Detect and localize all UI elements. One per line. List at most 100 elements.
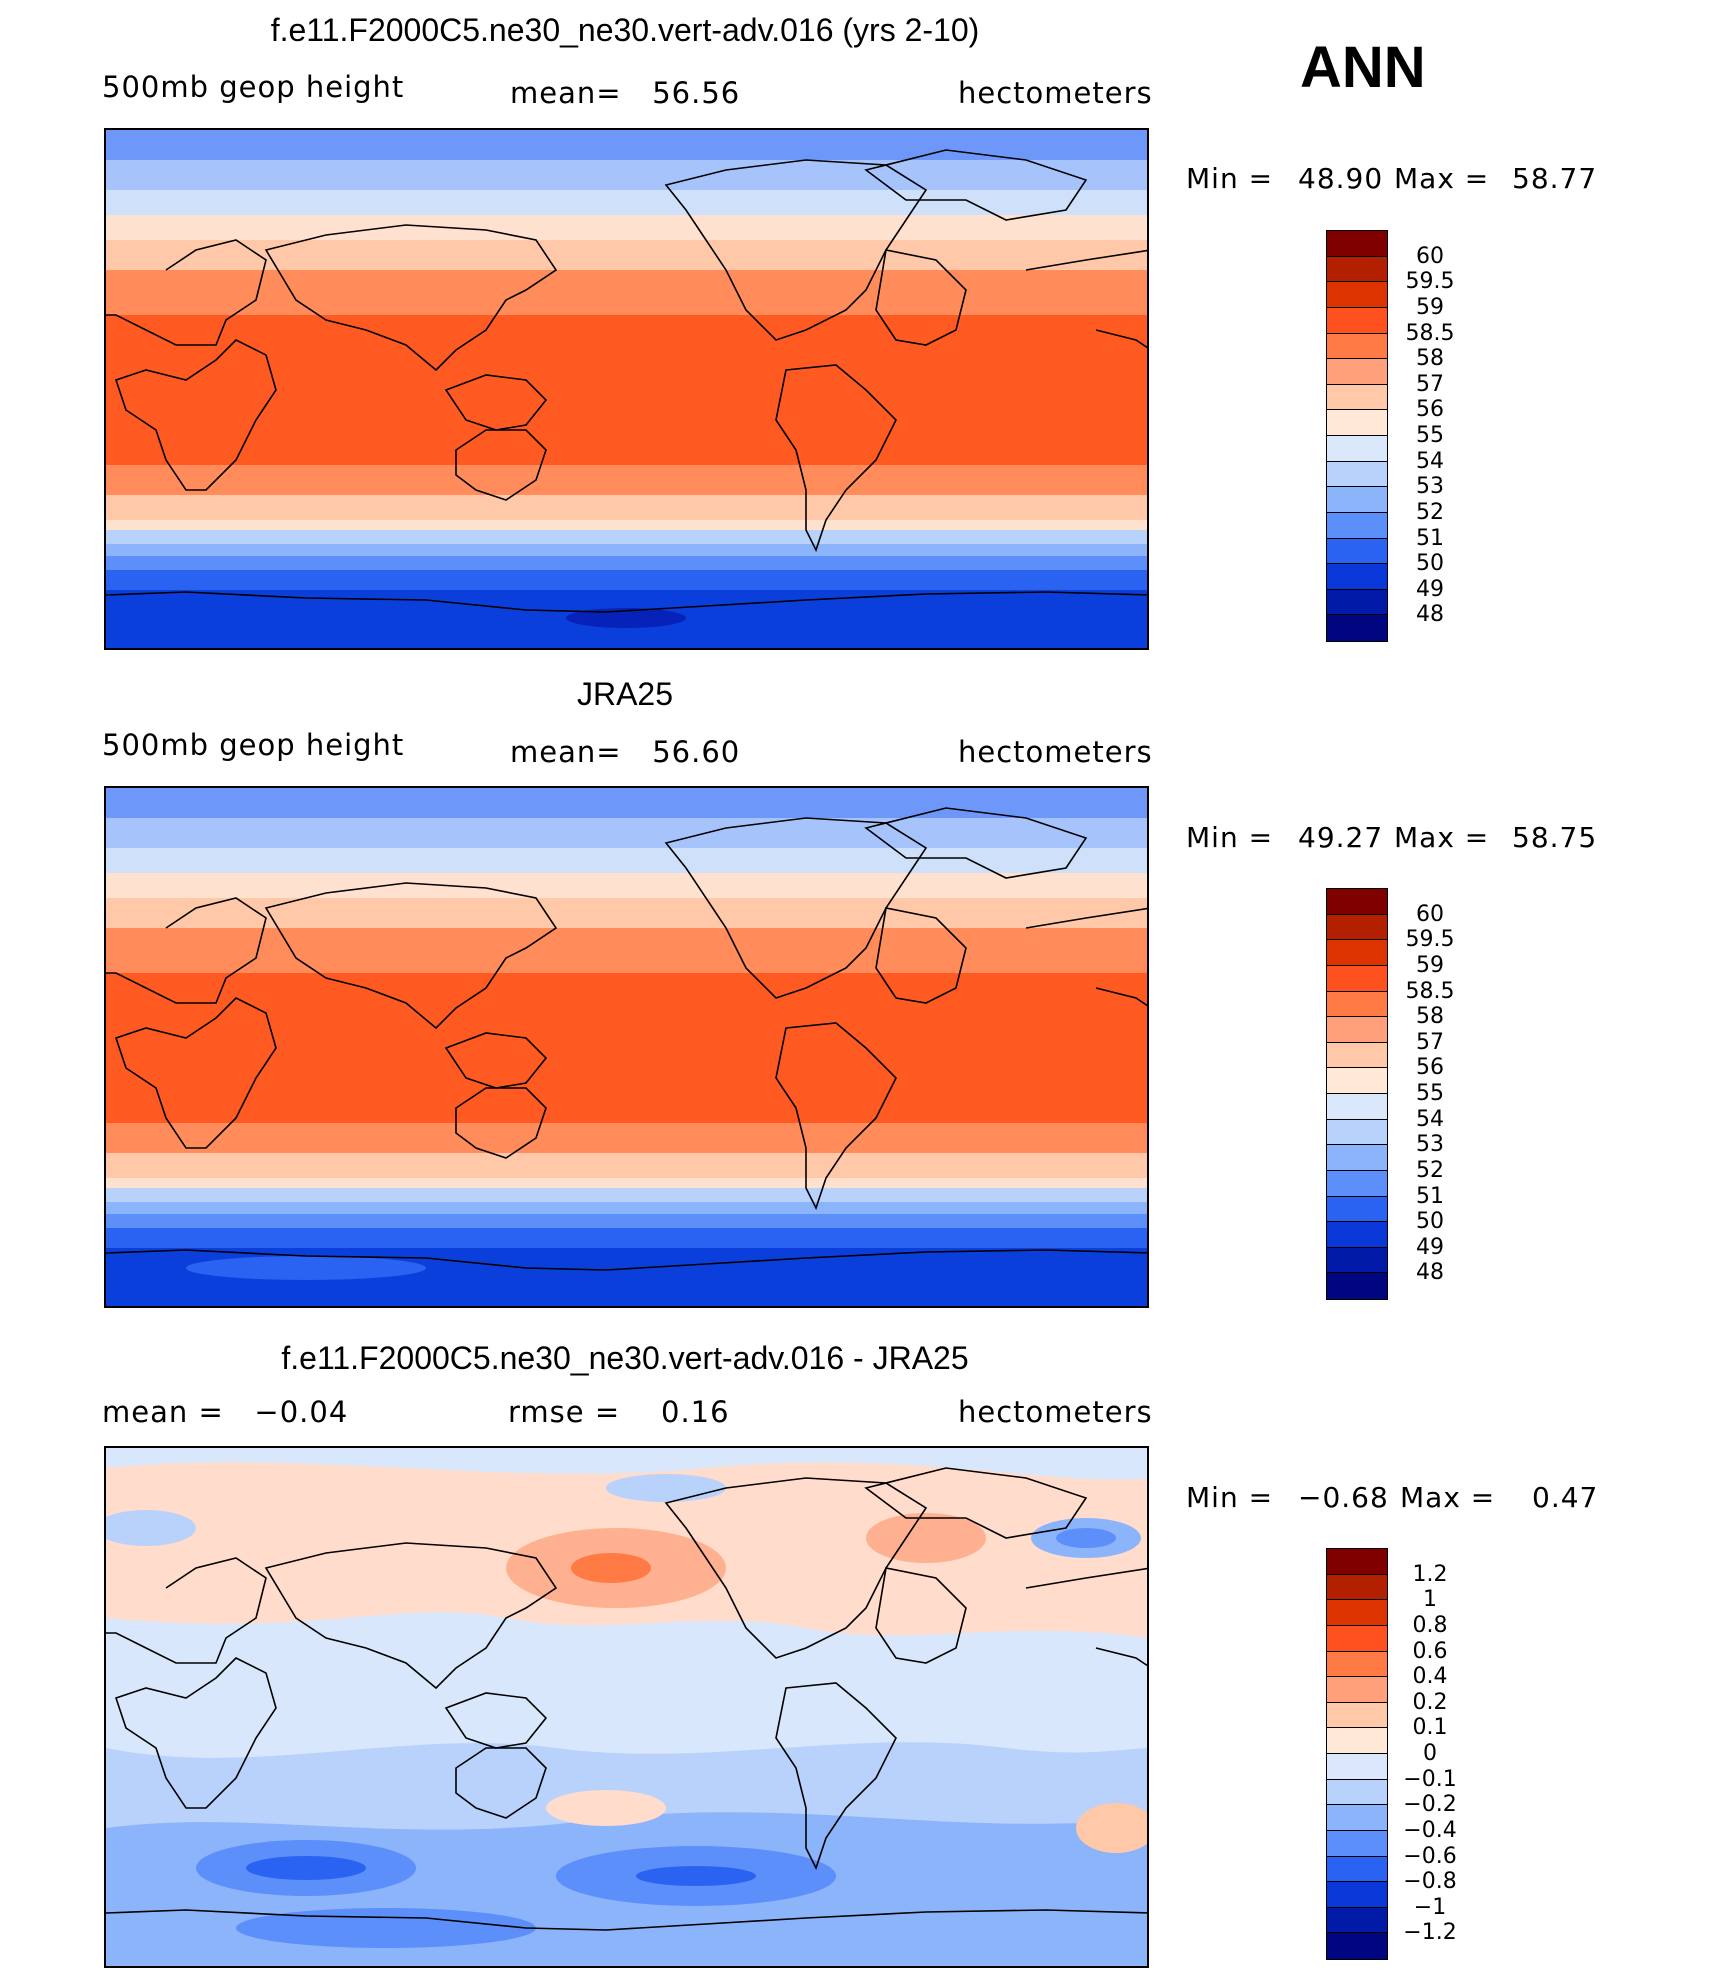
colorbar-tick-label: 60 [1416,901,1444,927]
panel-1-title: f.e11.F2000C5.ne30_ne30.vert-adv.016 (yr… [270,12,980,48]
colorbar-tick-label: 49 [1416,1234,1444,1260]
colorbar-tick-label: 0.6 [1412,1638,1448,1664]
colorbar-swatch [1327,1574,1387,1601]
colorbar-tick-label: 60 [1416,243,1444,269]
colorbar-tick-label: −1.2 [1403,1920,1457,1946]
colorbar-swatch [1327,1094,1387,1120]
colorbar-tick-label: 59 [1416,294,1444,320]
panel-3-min-label: Min = [1186,1481,1274,1514]
panel-1-units-label: hectometers [958,76,1153,110]
panel-3-max-value: 0.47 [1532,1481,1599,1514]
colorbar-swatch [1327,1042,1387,1069]
colorbar-tick-label: 51 [1416,525,1444,551]
panel-1-map [104,128,1149,650]
colorbar-swatch [1327,1830,1387,1857]
colorbar-swatch [1327,256,1387,283]
colorbar-tick-label: 51 [1416,1183,1444,1209]
panel-1-max-value: 58.77 [1512,162,1598,195]
colorbar-tick-label: 48 [1416,1260,1444,1286]
colorbar-tick-label: 53 [1416,1132,1444,1158]
colorbar-tick-label: 0.1 [1412,1715,1448,1741]
colorbar-tick-label: 50 [1416,1209,1444,1235]
colorbar-swatch [1327,1600,1387,1626]
panel-3-min-value: −0.68 [1298,1481,1389,1514]
panel-3-rmse-label: rmse = 0.16 [508,1395,730,1429]
colorbar-swatch [1327,512,1387,539]
panel-3-mean-label: mean = −0.04 [102,1395,349,1429]
panel-2-variable-label: 500mb geop height [102,728,405,762]
colorbar-swatch [1327,564,1387,590]
colorbar-swatch [1327,1119,1387,1146]
colorbar-swatch [1327,1702,1387,1729]
panel-3-contour-field [106,1448,1147,1966]
colorbar-swatch [1327,1882,1387,1908]
colorbar-swatch [1327,1196,1387,1223]
panel-2-colorbar [1326,888,1388,1300]
colorbar-swatch [1327,1625,1387,1652]
colorbar-tick-label: 58.5 [1405,978,1455,1004]
colorbar-swatch [1327,1754,1387,1780]
colorbar-swatch [1327,1017,1387,1043]
colorbar-swatch [1327,1805,1387,1831]
colorbar-tick-label: 49 [1416,576,1444,602]
colorbar-swatch [1327,436,1387,462]
colorbar-tick-label: 57 [1416,371,1444,397]
colorbar-tick-label: 59.5 [1405,269,1455,295]
colorbar-swatch [1327,1728,1387,1754]
colorbar-swatch [1327,589,1387,616]
colorbar-swatch [1327,1273,1387,1299]
panel-2-contour-field [106,788,1147,1306]
colorbar-tick-label: 54 [1416,448,1444,474]
colorbar-tick-label: 48 [1416,602,1444,628]
colorbar-tick-label: 56 [1416,1055,1444,1081]
panel-3-title: f.e11.F2000C5.ne30_ne30.vert-adv.016 - J… [281,1340,969,1376]
colorbar-tick-label: 59.5 [1405,927,1455,953]
colorbar-swatch [1327,1068,1387,1094]
panel-2-mean-label: mean= 56.60 [510,735,741,769]
colorbar-swatch [1327,1779,1387,1806]
panel-3-units-label: hectometers [958,1395,1153,1429]
colorbar-tick-label: 0 [1423,1741,1437,1766]
panel-3-colorbar [1326,1548,1388,1960]
colorbar-swatch [1327,940,1387,966]
colorbar-tick-label: 50 [1416,551,1444,577]
colorbar-tick-label: 54 [1416,1106,1444,1132]
colorbar-swatch [1327,231,1387,257]
colorbar-tick-label: 57 [1416,1029,1444,1055]
colorbar-tick-label: 53 [1416,474,1444,500]
panel-2-min-label: Min = [1186,821,1274,854]
colorbar-swatch [1327,914,1387,941]
colorbar-swatch [1327,487,1387,513]
colorbar-tick-label: 56 [1416,397,1444,423]
colorbar-swatch [1327,359,1387,385]
colorbar-tick-label: −0.2 [1403,1792,1457,1818]
panel-1-min-label: Min = [1186,162,1274,195]
panel-2-title: JRA25 [576,676,674,712]
colorbar-tick-label: −0.4 [1403,1817,1457,1843]
colorbar-swatch [1327,991,1387,1018]
colorbar-tick-label: 0.4 [1412,1664,1448,1690]
colorbar-swatch [1327,965,1387,992]
colorbar-swatch [1327,615,1387,641]
colorbar-tick-label: −1 [1413,1894,1447,1920]
panel-2-map [104,786,1149,1308]
colorbar-tick-label: 52 [1416,1157,1444,1183]
colorbar-swatch [1327,1247,1387,1274]
colorbar-swatch [1327,538,1387,565]
colorbar-tick-label: 59 [1416,952,1444,978]
panel-2-units-label: hectometers [958,735,1153,769]
colorbar-swatch [1327,1856,1387,1883]
panel-1-contour-field [106,130,1147,648]
colorbar-swatch [1327,1933,1387,1959]
colorbar-tick-label: 58 [1416,346,1444,372]
panel-1-max-label: Max = [1394,162,1490,195]
colorbar-swatch [1327,384,1387,411]
colorbar-swatch [1327,1677,1387,1703]
colorbar-tick-label: 0.2 [1412,1689,1448,1715]
colorbar-tick-label: 52 [1416,499,1444,525]
colorbar-swatch [1327,1145,1387,1171]
colorbar-swatch [1327,889,1387,915]
panel-3-max-label: Max = [1400,1481,1496,1514]
colorbar-tick-label: 1 [1423,1587,1437,1613]
colorbar-tick-label: 1.2 [1412,1561,1448,1587]
